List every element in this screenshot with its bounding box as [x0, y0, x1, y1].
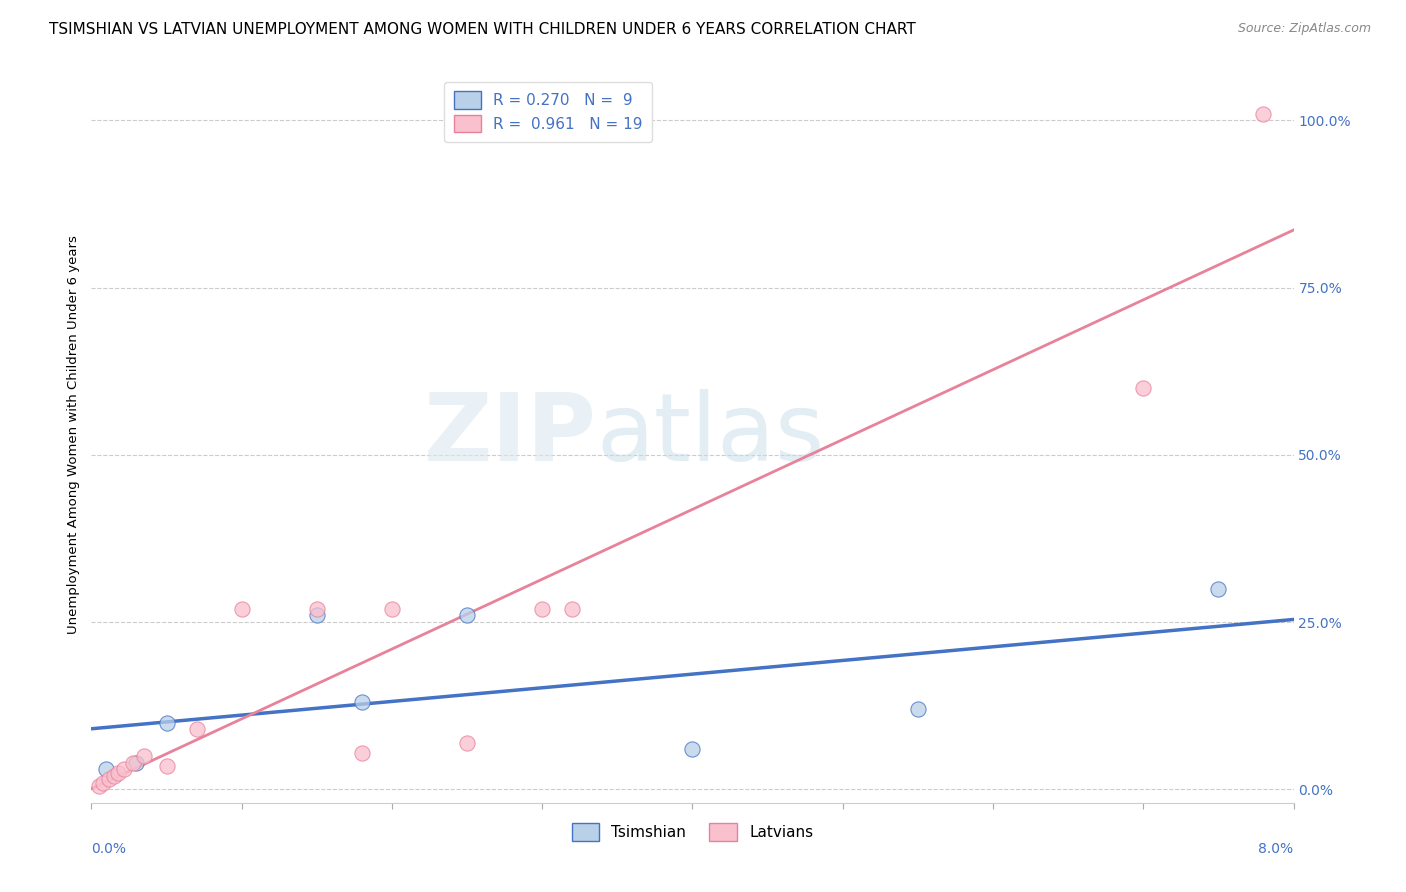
Point [107, 765, 129, 780]
Point [305, 608, 328, 623]
Point [907, 702, 929, 716]
Point [122, 756, 145, 770]
Point [87, 779, 110, 793]
Point [531, 601, 554, 615]
Text: 8.0%: 8.0% [1258, 842, 1294, 855]
Point [125, 756, 148, 770]
Point [186, 723, 208, 737]
Legend: Tsimshian, Latvians: Tsimshian, Latvians [565, 817, 820, 847]
Point [103, 769, 125, 783]
Point [1253, 106, 1275, 120]
Point [350, 696, 373, 710]
Point [132, 749, 155, 764]
Y-axis label: Unemployment Among Women with Children Under 6 years: Unemployment Among Women with Children U… [67, 235, 80, 634]
Point [1132, 381, 1154, 395]
Point [93, 776, 115, 790]
Point [456, 608, 478, 623]
Point [114, 762, 136, 776]
Point [456, 735, 478, 749]
Point [231, 601, 253, 615]
Point [561, 601, 583, 615]
Text: 0.0%: 0.0% [91, 842, 127, 855]
Point [98, 772, 121, 787]
Text: ZIP: ZIP [423, 389, 596, 481]
Text: atlas: atlas [596, 389, 824, 481]
Point [681, 742, 703, 756]
Point [381, 601, 404, 615]
Point [155, 715, 177, 730]
Point [96, 762, 118, 776]
Point [155, 759, 177, 773]
Point [1208, 582, 1230, 596]
Point [350, 746, 373, 760]
Text: Source: ZipAtlas.com: Source: ZipAtlas.com [1237, 22, 1371, 36]
Point [305, 601, 328, 615]
Text: TSIMSHIAN VS LATVIAN UNEMPLOYMENT AMONG WOMEN WITH CHILDREN UNDER 6 YEARS CORREL: TSIMSHIAN VS LATVIAN UNEMPLOYMENT AMONG … [49, 22, 915, 37]
